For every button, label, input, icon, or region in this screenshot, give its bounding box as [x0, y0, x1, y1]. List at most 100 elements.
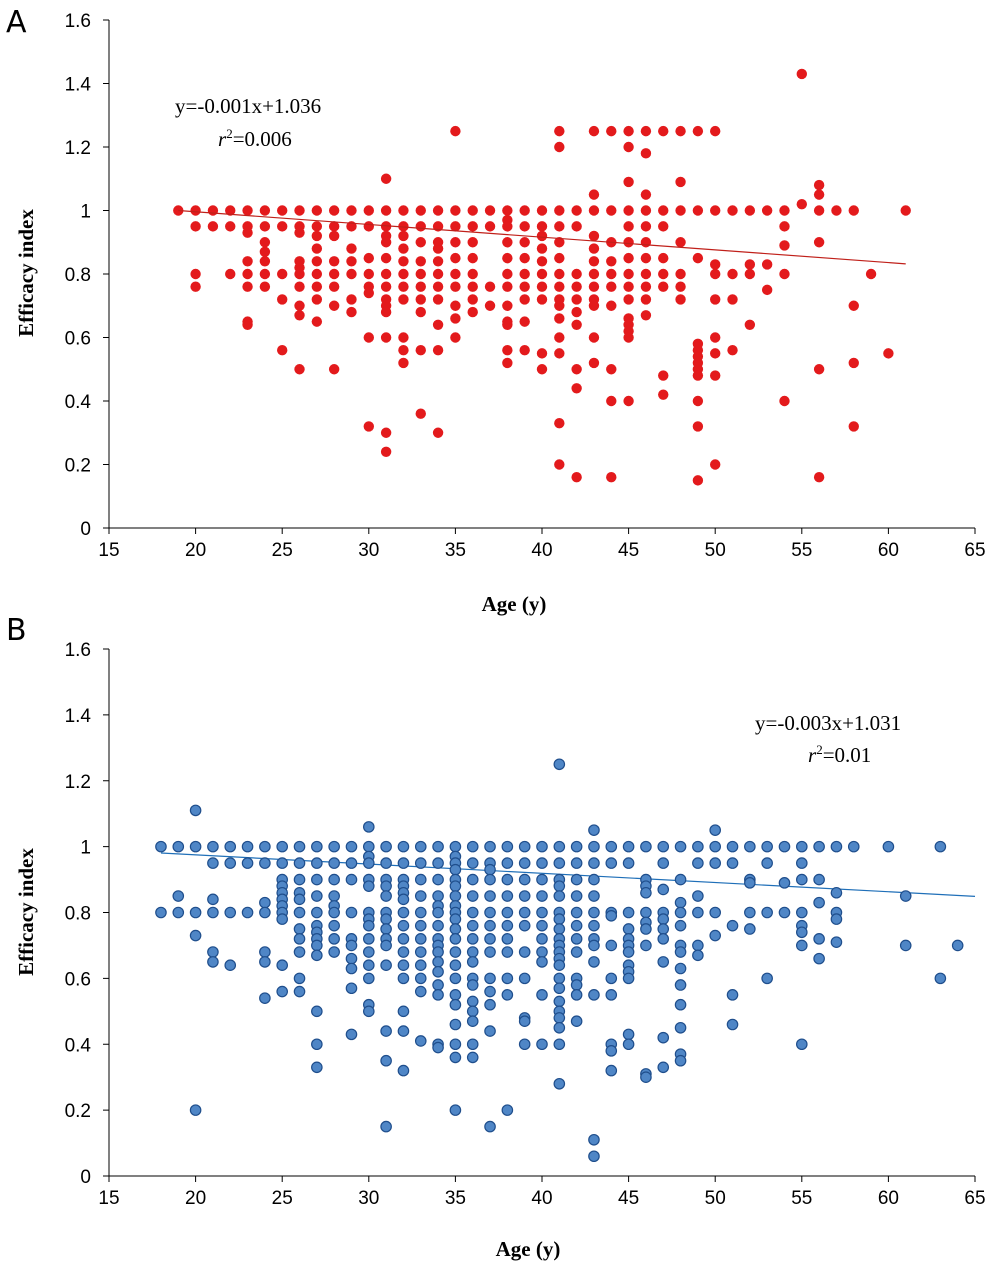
data-point — [571, 319, 582, 330]
data-point — [813, 896, 825, 909]
data-point — [155, 906, 167, 919]
data-point — [588, 824, 600, 836]
data-point — [293, 873, 306, 886]
data-point — [224, 906, 237, 919]
data-point — [657, 913, 670, 925]
data-point — [224, 840, 237, 853]
data-point — [570, 906, 583, 919]
data-point — [466, 1038, 479, 1051]
data-point — [414, 946, 427, 958]
data-point — [414, 840, 427, 853]
data-point — [398, 221, 409, 232]
data-point — [362, 959, 375, 971]
data-point — [207, 893, 219, 906]
data-point — [224, 959, 237, 971]
data-point — [900, 205, 911, 216]
data-point — [726, 919, 739, 932]
data-point — [172, 890, 185, 902]
data-point — [363, 421, 374, 432]
data-point — [536, 873, 548, 886]
data-point — [449, 959, 462, 971]
data-point — [536, 857, 548, 869]
data-point — [241, 857, 254, 869]
data-point — [380, 959, 392, 971]
data-point — [899, 939, 912, 952]
data-point — [502, 357, 513, 369]
data-point — [328, 281, 340, 292]
data-point — [571, 281, 582, 292]
data-point — [311, 949, 323, 962]
data-point — [259, 281, 271, 292]
data-point — [449, 972, 462, 985]
data-point — [640, 221, 652, 232]
data-point — [519, 205, 530, 216]
data-point — [709, 906, 721, 919]
data-point — [518, 840, 531, 853]
data-point — [328, 906, 340, 919]
data-point — [519, 237, 530, 248]
regression-equation-b: y=-0.003x+1.031 — [755, 711, 901, 735]
data-point — [502, 252, 513, 264]
data-point — [640, 237, 652, 248]
data-point — [380, 427, 392, 438]
data-point — [674, 1054, 687, 1067]
data-point — [311, 230, 323, 242]
data-point — [502, 319, 513, 330]
data-point — [397, 959, 410, 971]
data-point — [189, 804, 202, 817]
data-point — [622, 857, 635, 869]
scatter-series-b — [155, 758, 964, 1163]
data-point — [362, 880, 375, 892]
data-point — [554, 125, 565, 137]
data-point — [432, 281, 444, 292]
data-point — [571, 268, 582, 280]
data-point — [311, 316, 323, 327]
x-tick-label: 15 — [98, 1188, 119, 1209]
data-point — [847, 840, 860, 853]
data-point — [414, 1035, 427, 1047]
data-point — [640, 125, 652, 137]
data-point — [605, 857, 618, 869]
data-point — [397, 933, 410, 945]
data-point — [311, 873, 323, 886]
data-point — [692, 949, 704, 962]
data-point — [605, 909, 618, 922]
data-point — [813, 952, 825, 965]
data-point — [259, 237, 271, 248]
data-point — [311, 906, 323, 919]
chart-a: A 15 20 25 30 35 40 45 50 55 60 65 0 0.2 0.4 0.6 0.8 1 1.… — [6, 5, 986, 616]
data-point — [328, 230, 340, 242]
data-point — [623, 125, 634, 137]
data-point — [501, 1104, 514, 1116]
data-point — [571, 472, 582, 483]
data-point — [225, 221, 236, 232]
data-point — [363, 268, 374, 280]
data-point — [363, 252, 374, 264]
data-point — [398, 332, 409, 343]
data-point — [432, 345, 444, 356]
data-point — [623, 268, 634, 280]
data-point — [588, 205, 600, 216]
data-point — [449, 923, 462, 935]
data-point — [311, 205, 323, 216]
r-squared-value-b: =0.01 — [823, 743, 872, 767]
y-tick-label: 0.4 — [65, 1035, 92, 1056]
data-point — [259, 946, 271, 958]
data-point — [397, 1005, 410, 1018]
data-point — [345, 857, 358, 869]
data-point — [657, 956, 670, 968]
data-point — [380, 221, 392, 232]
r-symbol-b: r — [808, 743, 817, 767]
data-point — [225, 205, 236, 216]
data-point — [415, 294, 426, 305]
r-superscript-a: 2 — [226, 126, 233, 141]
data-point — [675, 176, 686, 188]
data-point — [553, 959, 566, 971]
data-point — [398, 281, 409, 292]
data-point — [414, 873, 427, 886]
data-point — [502, 205, 513, 216]
data-point — [726, 989, 739, 1001]
data-point — [554, 459, 565, 470]
data-point — [640, 840, 652, 853]
data-point — [311, 243, 323, 254]
